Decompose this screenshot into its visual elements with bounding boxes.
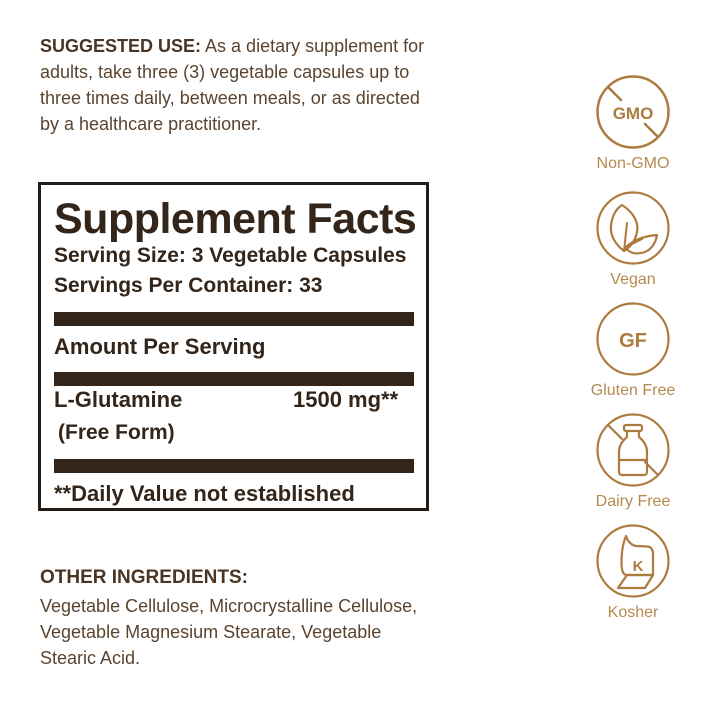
svg-text:GF: GF bbox=[619, 330, 647, 352]
svg-text:K: K bbox=[633, 558, 644, 575]
svg-text:GMO: GMO bbox=[613, 104, 654, 123]
